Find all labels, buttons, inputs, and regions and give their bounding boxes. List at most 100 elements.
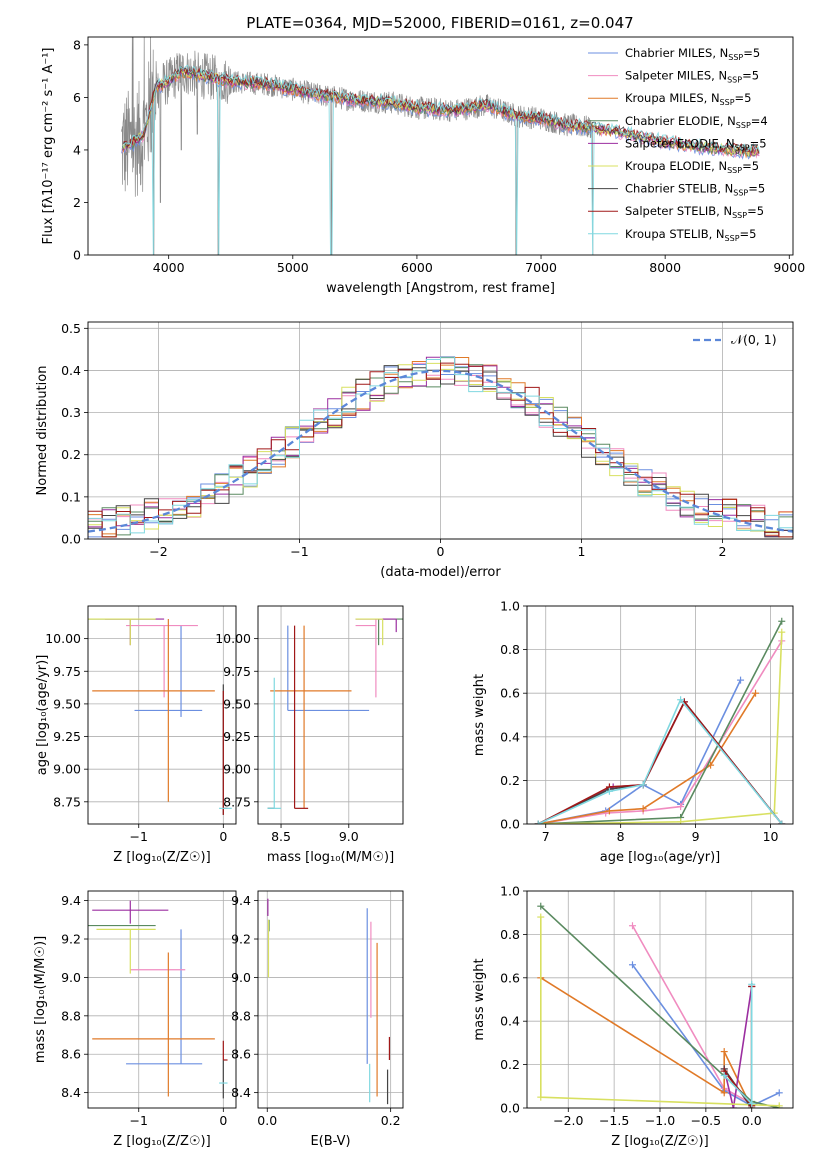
- x-tick-label: 2: [719, 544, 727, 559]
- model-line-3: [121, 68, 759, 157]
- legend-label: 𝒩(0, 1): [731, 332, 777, 347]
- z-vs-mass-panel: −1 0 8.4 8.6 8.8 9.0 9.2 9.4 Z [log₁₀(Z/Z☉)] mass…: [33, 890, 237, 1149]
- normal-curve: [88, 369, 793, 533]
- plot-area: [537, 902, 783, 1108]
- plot-area: [88, 618, 232, 815]
- x-tick-label: 10: [763, 829, 779, 844]
- legend-label-main: Salpeter MILES, N: [625, 69, 727, 83]
- weight-line-7: [537, 700, 783, 824]
- axes-frame: [87, 890, 237, 1109]
- legend-label-main: Salpeter ELODIE, N: [625, 136, 735, 150]
- y-tick-label: 10.00: [215, 631, 251, 646]
- axes-frame: [257, 605, 404, 825]
- y-tick-label: 8.8: [231, 1008, 251, 1023]
- x-tick-label: 9.0: [339, 829, 359, 844]
- y-axis-label: mass [log₁₀(M/M☉)]: [33, 936, 48, 1063]
- y-tick-label: 0.6: [500, 686, 520, 701]
- y-axis-label: mass weight: [472, 674, 487, 756]
- x-tick-label: 0: [219, 829, 227, 844]
- x-tick-label: 7000: [525, 260, 557, 275]
- y-tick-label: 2: [73, 195, 81, 210]
- legend-label: Kroupa STELIB, NSSP=5: [625, 227, 756, 243]
- legend-label: Kroupa MILES, NSSP=5: [625, 91, 751, 107]
- x-axis-label: Z [log₁₀(Z/Z☉)]: [113, 850, 210, 865]
- legend-label-sub: SSP: [733, 189, 748, 198]
- x-tick-label: 5000: [277, 260, 309, 275]
- y-tick-label: 9.50: [53, 696, 81, 711]
- y-tick-label: 8.6: [61, 1047, 81, 1062]
- x-tick-label: 0: [437, 544, 445, 559]
- x-axis-label: E(B-V): [310, 1134, 350, 1149]
- x-tick-label: −0.5: [691, 1113, 721, 1128]
- y-tick-label: 9.2: [231, 932, 251, 947]
- legend-label-main: Chabrier STELIB, N: [625, 182, 733, 196]
- y-tick-label: 8.4: [231, 1085, 251, 1100]
- y-tick-label: 9.75: [53, 664, 81, 679]
- y-tick-label: 0.2: [61, 447, 81, 462]
- y-tick-label: 9.2: [61, 932, 81, 947]
- y-tick-label: 9.25: [223, 729, 251, 744]
- legend-label-sub: SSP: [727, 166, 742, 175]
- weight-line-4: [723, 986, 753, 1108]
- x-tick-label: 8.5: [271, 829, 291, 844]
- axes-frame: [87, 605, 237, 825]
- histogram-series-7: [88, 362, 793, 538]
- x-axis-label: mass [log₁₀(M/M☉)]: [267, 850, 394, 865]
- y-tick-label: 9.00: [53, 762, 81, 777]
- weight-line-1: [538, 640, 783, 824]
- x-tick-label: 9: [692, 829, 700, 844]
- y-tick-label: 0: [73, 248, 81, 263]
- y-tick-label: 8.4: [61, 1085, 81, 1100]
- plot-area: [534, 617, 786, 824]
- y-tick-label: 4: [73, 142, 81, 157]
- y-tick-label: 9.00: [223, 762, 251, 777]
- legend-label-suffix: =5: [748, 182, 765, 196]
- y-tick-label: 0.0: [500, 817, 520, 832]
- x-tick-label: 1: [578, 544, 586, 559]
- axes-frame: [87, 36, 794, 256]
- y-tick-label: 0.4: [500, 1014, 520, 1029]
- legend-label-suffix: =5: [750, 136, 767, 150]
- z-vs-age-panel: −1 0 8.75 9.00 9.25 9.50 9.75 10.00 Z [log₁₀(Z/Z…: [35, 605, 237, 865]
- weight-line-5: [538, 632, 783, 824]
- y-tick-label: 0.4: [500, 729, 520, 744]
- legend-label: Chabrier ELODIE, NSSP=4: [625, 114, 768, 130]
- plot-area: [88, 356, 793, 538]
- mass-vs-age-panel: 8.5 9.0 8.75 9.00 9.25 9.50 9.75 10.00 mass [log…: [215, 605, 404, 865]
- x-axis-label: Z [log₁₀(Z/Z☉)]: [611, 1134, 708, 1149]
- y-tick-label: 9.50: [223, 696, 251, 711]
- legend-label-suffix: =4: [751, 114, 768, 128]
- x-tick-label: 9000: [773, 260, 805, 275]
- y-tick-label: 0.8: [500, 642, 520, 657]
- legend-label-suffix: =5: [747, 204, 764, 218]
- y-tick-label: 1.0: [500, 884, 520, 899]
- model-line-8: [123, 64, 760, 255]
- legend-label-suffix: =5: [743, 46, 760, 60]
- spectrum-panel: 4000 5000 6000 7000 8000 9000 0 2 4 6 8 wavelength …: [41, 36, 805, 296]
- legend-label-main: Chabrier MILES, N: [625, 46, 728, 60]
- x-tick-label: −1.0: [645, 1113, 675, 1128]
- legend-label-main: Chabrier ELODIE, N: [625, 114, 736, 128]
- legend-label: Salpeter MILES, NSSP=5: [625, 69, 759, 85]
- x-tick-label: 8000: [649, 260, 681, 275]
- age-vs-weight-panel: 7 8 9 10 0.0 0.2 0.4 0.6 0.8 1.0 age [log₁₀(age/yr…: [472, 599, 794, 865]
- y-tick-label: 0.3: [61, 405, 81, 420]
- x-tick-label: −1: [130, 829, 148, 844]
- y-axis-label: mass weight: [472, 958, 487, 1040]
- y-tick-label: 9.75: [223, 664, 251, 679]
- x-tick-label: 0.0: [742, 1113, 762, 1128]
- x-tick-label: −1: [290, 544, 308, 559]
- y-tick-label: 0.2: [500, 773, 520, 788]
- x-tick-label: 0.0: [257, 1113, 277, 1128]
- x-tick-label: −2: [149, 544, 167, 559]
- y-tick-label: 0.6: [500, 970, 520, 985]
- legend-label-sub: SSP: [736, 121, 751, 130]
- x-tick-label: 0.2: [381, 1113, 401, 1128]
- legend-label-sub: SSP: [720, 98, 735, 107]
- legend-label-suffix: =5: [742, 159, 759, 173]
- legend-label-main: Salpeter STELIB, N: [625, 204, 732, 218]
- x-axis-label: Z [log₁₀(Z/Z☉)]: [113, 1134, 210, 1149]
- y-tick-label: 0.8: [500, 927, 520, 942]
